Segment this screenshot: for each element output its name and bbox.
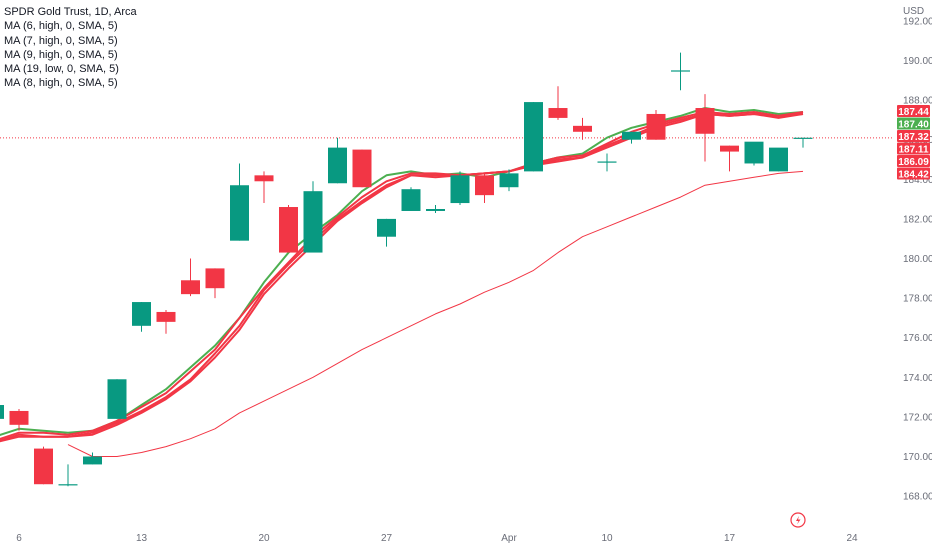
y-tick-label-6: 180.00 [903, 254, 932, 265]
candle-10 [230, 163, 249, 241]
candle-19 [450, 171, 470, 206]
candle-13 [303, 181, 323, 253]
candle-16 [377, 218, 396, 247]
price-tag-text-2: 187.32 [898, 132, 929, 143]
candle-1 [9, 408, 29, 431]
y-tick-label-5: 178.00 [903, 294, 932, 305]
candle-25 [597, 153, 617, 172]
candle-21 [499, 169, 519, 192]
ma-legend-7[interactable]: MA (7, high, 0, SMA, 5) [4, 34, 118, 47]
candle-0 [0, 405, 4, 419]
candle-3 [58, 464, 78, 487]
candle-23 [548, 86, 568, 120]
candle-30 [720, 145, 739, 172]
candle-11 [254, 171, 274, 204]
candle-15 [352, 149, 372, 188]
x-tick-label-0: 6 [16, 533, 22, 544]
ma-line-4 [0, 113, 804, 442]
lightning-icon[interactable] [790, 512, 806, 528]
price-tag-0: 187.44 [897, 104, 930, 118]
candles [0, 52, 813, 487]
candle-4 [83, 452, 102, 465]
candle-20 [475, 173, 494, 204]
x-tick-label-7: 24 [846, 533, 858, 544]
price-tag-text-5: 184.42 [898, 169, 929, 180]
candle-28 [671, 52, 690, 91]
candle-7 [156, 309, 176, 334]
candle-12 [279, 205, 298, 253]
ma-legend-6[interactable]: MA (6, high, 0, SMA, 5) [4, 20, 118, 33]
time-axis[interactable]: 6 13 20 27 Apr 10 17 24 [16, 533, 858, 544]
price-tag-text-4: 186.09 [898, 157, 929, 168]
price-tag-4: 186.09 [897, 154, 930, 168]
candle-29 [695, 94, 715, 162]
ma-line-1 [0, 111, 804, 440]
chart-legend: SPDR Gold Trust, 1D, Arca MA (6, high, 0… [4, 5, 137, 91]
price-tag-text-0: 187.44 [898, 107, 929, 118]
x-tick-label-4: Apr [501, 533, 517, 544]
x-tick-label-3: 27 [381, 533, 393, 544]
price-tag-5: 184.42 [897, 167, 930, 180]
x-tick-label-2: 20 [258, 533, 270, 544]
y-tick-label-8: 184.00 [903, 175, 932, 186]
candle-32 [769, 147, 788, 172]
candle-27 [646, 110, 666, 140]
y-tick-label-11: 190.00 [903, 56, 932, 67]
ma-legend-8[interactable]: MA (8, high, 0, SMA, 5) [4, 77, 118, 90]
y-tick-label-12: 192.00 [903, 16, 932, 27]
price-tag-3: 187.11 [897, 142, 930, 155]
x-tick-label-1: 13 [136, 533, 148, 544]
y-tick-label-3: 174.00 [903, 373, 932, 384]
candle-5 [107, 379, 127, 419]
ma-line-3 [67, 170, 804, 457]
candle-31 [744, 141, 764, 166]
candle-26 [622, 131, 641, 144]
currency-label: USD [903, 6, 924, 17]
candle-14 [328, 137, 347, 184]
x-tick-label-6: 17 [724, 533, 736, 544]
ma-legend-19[interactable]: MA (19, low, 0, SMA, 5) [4, 63, 119, 76]
y-tick-label-2: 172.00 [903, 412, 932, 423]
price-tag-2: 187.32 [897, 129, 930, 143]
price-tag-1: 187.40 [897, 117, 930, 130]
ma-legend-9[interactable]: MA (9, high, 0, SMA, 5) [4, 48, 118, 61]
symbol-title[interactable]: SPDR Gold Trust, 1D, Arca [4, 6, 137, 18]
candle-24 [573, 117, 592, 140]
y-tick-label-10: 188.00 [903, 96, 932, 107]
y-tick-label-0: 168.00 [903, 492, 932, 503]
moving-average-lines [0, 107, 804, 457]
candle-6 [132, 302, 151, 332]
x-tick-label-5: 10 [601, 533, 613, 544]
candle-8 [181, 258, 200, 297]
price-tag-text-3: 187.11 [898, 144, 928, 155]
candle-22 [524, 102, 543, 172]
y-tick-label-4: 176.00 [903, 333, 932, 344]
y-tick-label-1: 170.00 [903, 452, 932, 463]
y-tick-label-7: 182.00 [903, 214, 932, 225]
candle-33 [793, 137, 813, 148]
candle-18 [426, 205, 445, 213]
candle-2 [34, 446, 53, 485]
candle-9 [205, 268, 225, 299]
candle-17 [401, 187, 421, 211]
price-tag-text-1: 187.40 [898, 119, 929, 130]
